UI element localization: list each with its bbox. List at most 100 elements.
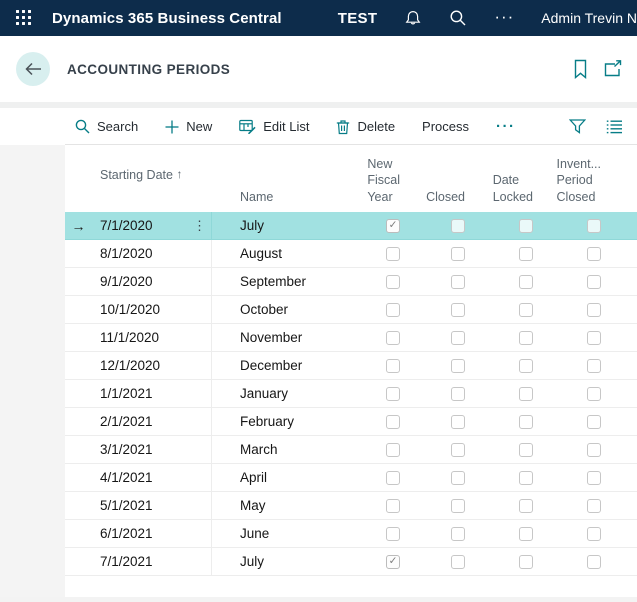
date-locked-checkbox[interactable] [519,471,533,485]
date-locked-checkbox[interactable] [519,443,533,457]
name-cell[interactable]: January [212,386,340,401]
new-fiscal-year-checkbox[interactable] [386,499,400,513]
inventory-period-closed-checkbox[interactable] [587,359,601,373]
closed-cell[interactable] [408,303,473,317]
inventory-period-closed-cell[interactable] [541,359,637,373]
column-header-inventory-period-closed[interactable]: Invent... Period Closed [541,156,637,206]
inventory-period-closed-checkbox[interactable] [587,415,601,429]
delete-button[interactable]: Delete [336,119,395,135]
date-locked-cell[interactable] [473,415,541,429]
table-row[interactable]: 10/1/2020October [65,296,637,324]
new-fiscal-year-cell[interactable] [340,331,408,345]
closed-cell[interactable] [408,247,473,261]
new-fiscal-year-checkbox[interactable] [386,471,400,485]
new-fiscal-year-checkbox[interactable]: ✓ [386,219,400,233]
filter-icon[interactable] [569,119,586,134]
table-row[interactable]: →7/1/2020⋮July✓ [65,212,637,240]
table-row[interactable]: 6/1/2021June [65,520,637,548]
environment-name[interactable]: TEST [338,10,378,27]
new-fiscal-year-cell[interactable] [340,303,408,317]
app-launcher-button[interactable] [6,0,42,36]
date-locked-checkbox[interactable] [519,359,533,373]
table-row[interactable]: 5/1/2021May [65,492,637,520]
row-options-icon[interactable]: ⋮ [193,218,206,234]
table-row[interactable]: 12/1/2020December [65,352,637,380]
inventory-period-closed-checkbox[interactable] [587,247,601,261]
user-account-name[interactable]: Admin Trevin N [541,10,637,26]
closed-checkbox[interactable] [451,275,465,289]
toolbar-more-icon[interactable]: ··· [496,124,516,130]
table-row[interactable]: 2/1/2021February [65,408,637,436]
bookmark-icon[interactable] [573,59,588,79]
date-locked-cell[interactable] [473,527,541,541]
starting-date-cell[interactable]: 4/1/2021 [92,464,212,491]
name-cell[interactable]: May [212,498,340,513]
date-locked-checkbox[interactable] [519,275,533,289]
name-cell[interactable]: June [212,526,340,541]
inventory-period-closed-cell[interactable] [541,471,637,485]
inventory-period-closed-cell[interactable] [541,275,637,289]
date-locked-cell[interactable] [473,443,541,457]
date-locked-checkbox[interactable] [519,527,533,541]
new-fiscal-year-checkbox[interactable] [386,303,400,317]
inventory-period-closed-cell[interactable] [541,219,637,233]
closed-checkbox[interactable] [451,359,465,373]
starting-date-cell[interactable]: 8/1/2020 [92,240,212,267]
inventory-period-closed-cell[interactable] [541,527,637,541]
date-locked-cell[interactable] [473,359,541,373]
name-cell[interactable]: November [212,330,340,345]
inventory-period-closed-checkbox[interactable] [587,527,601,541]
column-header-starting-date[interactable]: Starting Date ↑ [92,145,212,205]
closed-cell[interactable] [408,499,473,513]
date-locked-checkbox[interactable] [519,555,533,569]
date-locked-cell[interactable] [473,331,541,345]
new-button[interactable]: New [165,119,212,134]
date-locked-cell[interactable] [473,387,541,401]
date-locked-checkbox[interactable] [519,331,533,345]
name-cell[interactable]: September [212,274,340,289]
inventory-period-closed-cell[interactable] [541,443,637,457]
new-fiscal-year-cell[interactable] [340,499,408,513]
inventory-period-closed-cell[interactable] [541,247,637,261]
inventory-period-closed-cell[interactable] [541,415,637,429]
name-cell[interactable]: October [212,302,340,317]
closed-checkbox[interactable] [451,527,465,541]
new-fiscal-year-checkbox[interactable] [386,387,400,401]
name-cell[interactable]: April [212,470,340,485]
table-row[interactable]: 4/1/2021April [65,464,637,492]
new-fiscal-year-checkbox[interactable] [386,275,400,289]
closed-checkbox[interactable] [451,555,465,569]
new-fiscal-year-cell[interactable] [340,471,408,485]
back-button[interactable] [16,52,50,86]
name-cell[interactable]: July [212,554,340,569]
table-row[interactable]: 11/1/2020November [65,324,637,352]
closed-checkbox[interactable] [451,499,465,513]
starting-date-cell[interactable]: 1/1/2021 [92,380,212,407]
date-locked-cell[interactable] [473,303,541,317]
closed-cell[interactable] [408,443,473,457]
name-cell[interactable]: February [212,414,340,429]
topbar-more-icon[interactable]: ··· [494,8,514,29]
date-locked-checkbox[interactable] [519,219,533,233]
new-fiscal-year-cell[interactable] [340,247,408,261]
open-in-new-window-icon[interactable] [603,60,623,78]
name-cell[interactable]: August [212,246,340,261]
new-fiscal-year-cell[interactable]: ✓ [340,219,408,233]
table-row[interactable]: 9/1/2020September [65,268,637,296]
date-locked-cell[interactable] [473,499,541,513]
name-cell[interactable]: July [212,218,340,233]
starting-date-cell[interactable]: 12/1/2020 [92,352,212,379]
closed-cell[interactable] [408,527,473,541]
date-locked-checkbox[interactable] [519,499,533,513]
new-fiscal-year-cell[interactable] [340,387,408,401]
column-header-new-fiscal-year[interactable]: New Fiscal Year [340,156,408,206]
new-fiscal-year-cell[interactable] [340,275,408,289]
name-cell[interactable]: December [212,358,340,373]
inventory-period-closed-cell[interactable] [541,331,637,345]
new-fiscal-year-checkbox[interactable] [386,331,400,345]
date-locked-cell[interactable] [473,219,541,233]
search-button[interactable]: Search [75,119,138,134]
closed-checkbox[interactable] [451,219,465,233]
closed-cell[interactable] [408,359,473,373]
global-search-icon[interactable] [449,9,467,27]
